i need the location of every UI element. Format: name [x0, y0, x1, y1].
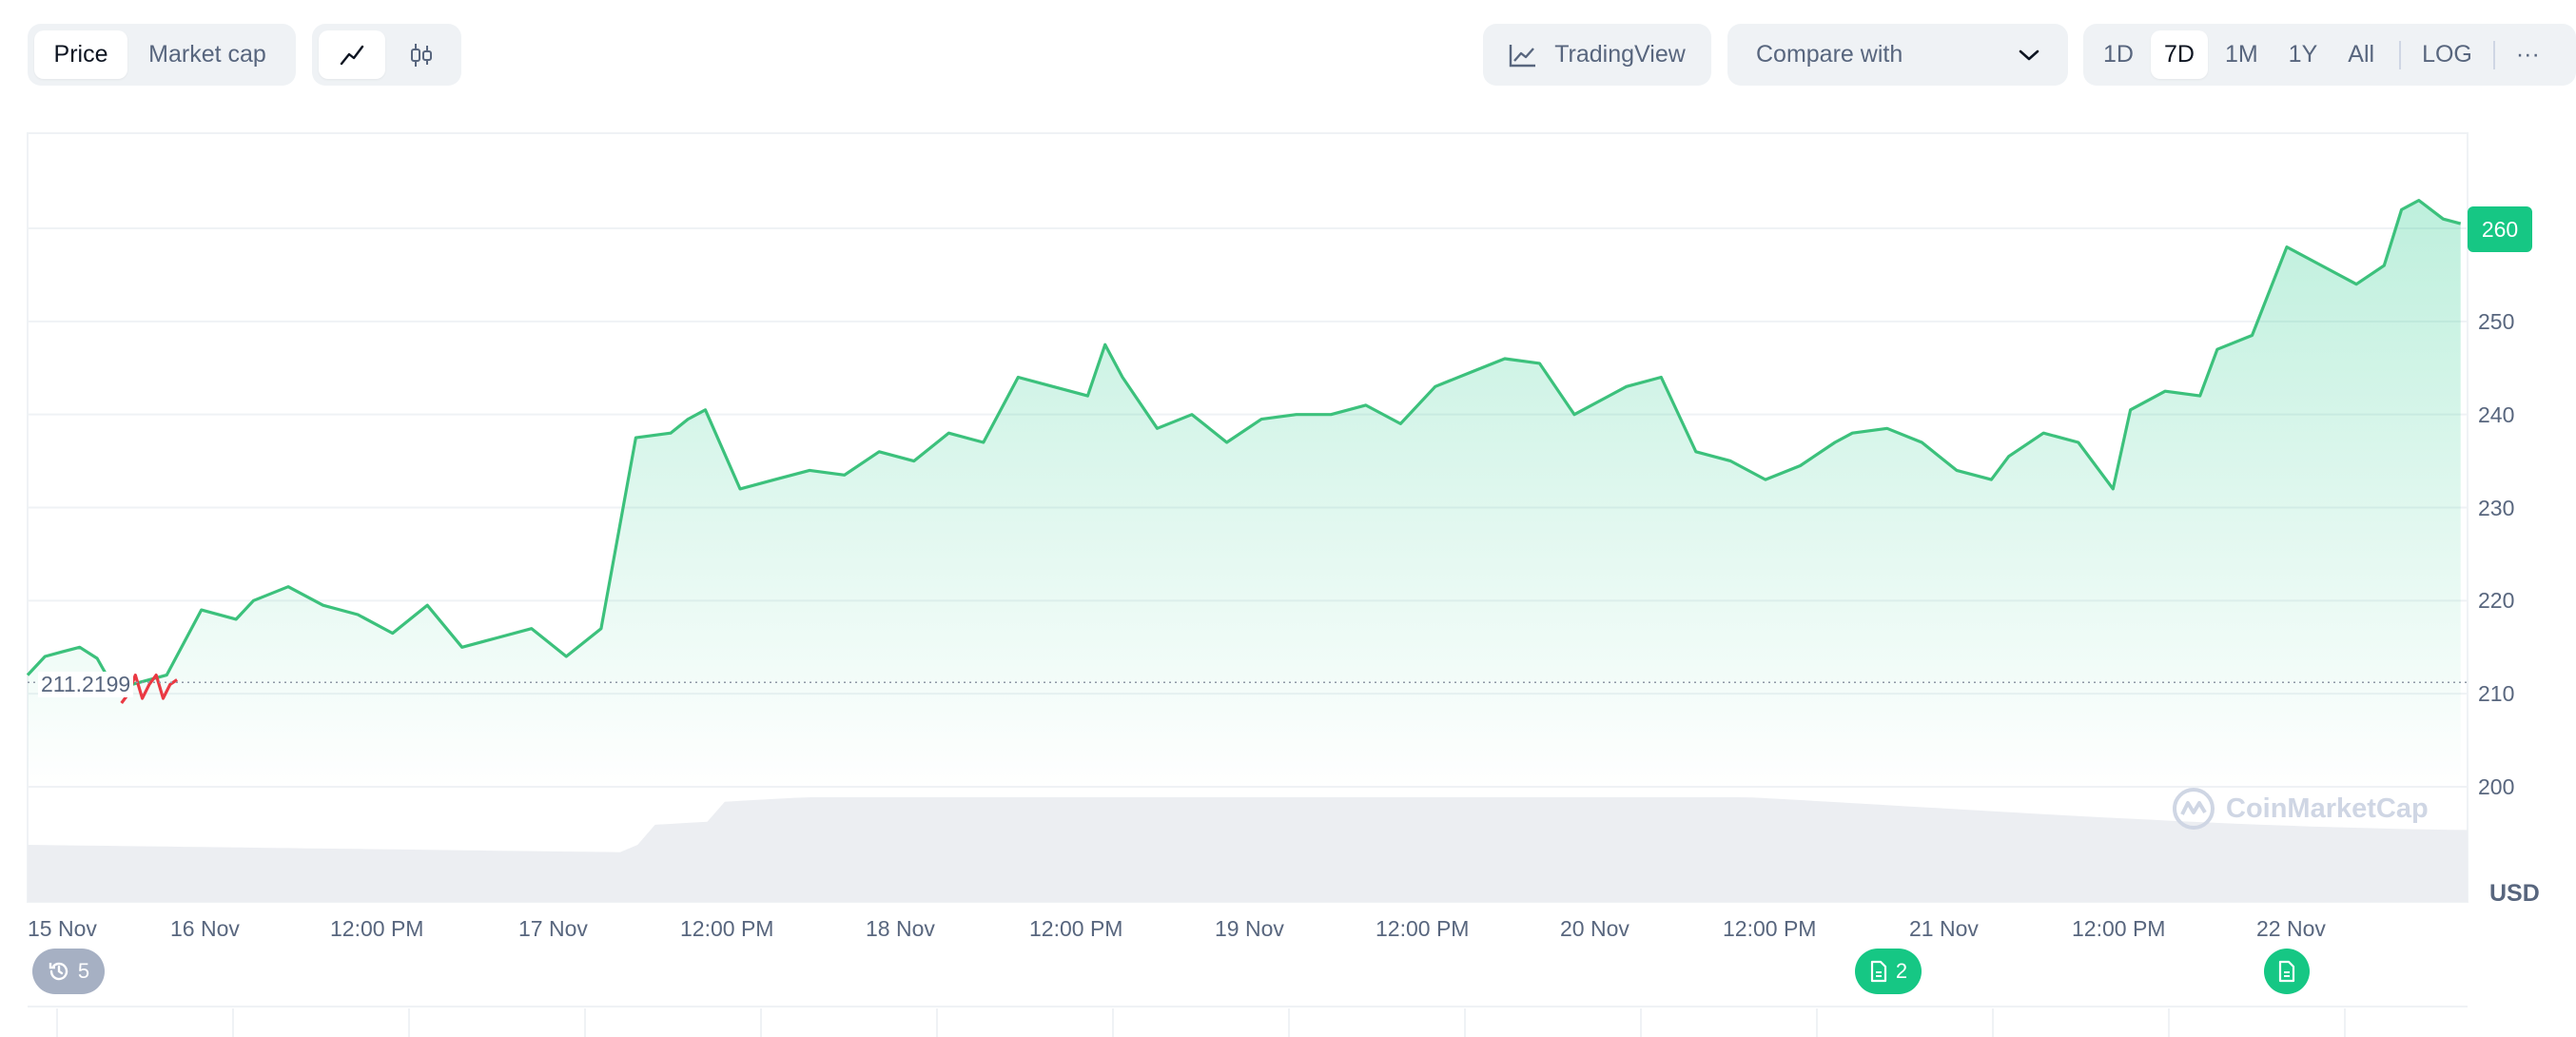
x-tick-label: 22 Nov — [2256, 916, 2326, 941]
compare-with-label: Compare with — [1756, 41, 1903, 68]
toolbar-divider — [2399, 40, 2402, 69]
range-1y-button[interactable]: 1Y — [2288, 41, 2318, 68]
tab-market-cap[interactable]: Market cap — [148, 41, 266, 68]
y-tick-label: 250 — [2478, 308, 2515, 334]
watermark: CoinMarketCap — [2171, 786, 2429, 832]
open-price-label: 211.2199 — [38, 672, 134, 697]
y-tick-label: 230 — [2478, 495, 2515, 520]
chart-type-toggle: Price Market cap — [28, 24, 296, 86]
document-icon — [1870, 960, 1886, 983]
range-all-button[interactable]: All — [2348, 41, 2375, 68]
history-icon — [49, 962, 68, 981]
navigator-strip[interactable] — [28, 1006, 2468, 1037]
line-chart-button[interactable] — [319, 30, 385, 79]
x-tick-label: 21 Nov — [1909, 916, 1979, 941]
compare-with-select[interactable]: Compare with — [1727, 24, 2068, 86]
news-event-badge[interactable]: 2 — [1855, 949, 1922, 994]
x-tick-label: 12:00 PM — [1376, 916, 1470, 941]
x-tick-label: 15 Nov — [28, 916, 97, 941]
tradingview-button[interactable]: TradingView — [1483, 24, 1711, 86]
trend-chart-icon — [1510, 44, 1536, 67]
price-series — [26, 199, 2462, 791]
coinmarketcap-logo-icon — [2173, 788, 2215, 830]
toolbar-divider — [2492, 40, 2495, 69]
price-area — [28, 200, 2461, 791]
line-chart-icon — [340, 45, 363, 65]
last-price-badge: 260 — [2468, 206, 2532, 252]
currency-label: USD — [2489, 880, 2540, 907]
x-tick-label: 12:00 PM — [680, 916, 774, 941]
x-tick-label: 20 Nov — [1560, 916, 1630, 941]
watermark-text: CoinMarketCap — [2226, 792, 2429, 824]
tab-price[interactable]: Price — [34, 30, 127, 79]
range-1d-button[interactable]: 1D — [2103, 41, 2134, 68]
y-tick-label: 200 — [2478, 774, 2515, 799]
y-tick-label: 220 — [2478, 588, 2515, 614]
x-tick-label: 12:00 PM — [1723, 916, 1817, 941]
volume-area — [28, 797, 2468, 902]
document-icon — [2278, 960, 2295, 983]
news-event-badge[interactable] — [2264, 949, 2310, 994]
y-tick-label: 240 — [2478, 401, 2515, 427]
chart-style-toggle — [312, 24, 461, 86]
x-tick-label: 12:00 PM — [330, 916, 424, 941]
range-7d-button[interactable]: 7D — [2150, 30, 2208, 79]
x-tick-label: 12:00 PM — [2072, 916, 2166, 941]
tradingview-label: TradingView — [1554, 41, 1686, 68]
volume-bars — [28, 797, 2468, 902]
candlestick-button[interactable] — [389, 30, 456, 79]
range-toggle: 1D 7D 1M 1Y All LOG ··· — [2083, 24, 2576, 86]
history-event-count: 5 — [77, 959, 90, 983]
history-event-badge[interactable]: 5 — [32, 949, 105, 994]
chart-toolbar: Price Market cap TradingView Compare wit… — [0, 0, 2576, 114]
log-scale-button[interactable]: LOG — [2422, 41, 2472, 68]
more-options-button[interactable]: ··· — [2515, 41, 2540, 68]
news-event-count: 2 — [1895, 959, 1908, 983]
y-tick-label: 210 — [2478, 681, 2515, 707]
candlestick-icon — [411, 43, 433, 67]
price-line — [26, 199, 2462, 691]
x-tick-label: 17 Nov — [518, 916, 588, 941]
x-tick-label: 12:00 PM — [1029, 916, 1123, 941]
x-tick-label: 16 Nov — [170, 916, 240, 941]
chevron-down-icon — [2019, 49, 2039, 60]
x-tick-label: 19 Nov — [1215, 916, 1284, 941]
range-1m-button[interactable]: 1M — [2224, 41, 2258, 68]
x-tick-label: 18 Nov — [866, 916, 935, 941]
